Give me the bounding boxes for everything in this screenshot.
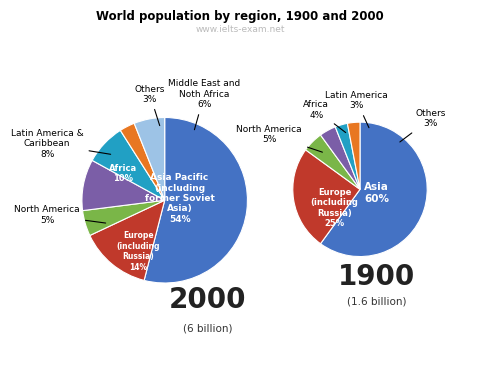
Wedge shape	[293, 150, 360, 244]
Wedge shape	[321, 122, 427, 257]
Text: Latin America
3%: Latin America 3%	[325, 91, 388, 128]
Text: Latin America &
Caribbean
8%: Latin America & Caribbean 8%	[11, 129, 111, 159]
Text: (1.6 billion): (1.6 billion)	[347, 297, 407, 307]
Wedge shape	[90, 200, 165, 280]
Wedge shape	[134, 117, 165, 200]
Text: 2000: 2000	[169, 286, 246, 314]
Wedge shape	[92, 130, 165, 200]
Wedge shape	[321, 127, 360, 190]
Text: Others
3%: Others 3%	[134, 85, 165, 126]
Text: Asia
60%: Asia 60%	[364, 182, 389, 204]
Text: www.ielts-exam.net: www.ielts-exam.net	[195, 25, 285, 34]
Wedge shape	[144, 117, 248, 283]
Wedge shape	[306, 135, 360, 190]
Text: 1900: 1900	[338, 263, 415, 291]
Text: Africa
4%: Africa 4%	[303, 100, 346, 133]
Text: Europe
(including
Russia)
25%: Europe (including Russia) 25%	[311, 188, 359, 228]
Text: Africa
10%: Africa 10%	[109, 164, 137, 183]
Text: Others
3%: Others 3%	[400, 109, 446, 142]
Wedge shape	[335, 123, 360, 190]
Text: Middle East and
Noth Africa
6%: Middle East and Noth Africa 6%	[168, 80, 240, 130]
Text: World population by region, 1900 and 2000: World population by region, 1900 and 200…	[96, 10, 384, 23]
Wedge shape	[120, 123, 165, 200]
Text: Europe
(including
Russia)
14%: Europe (including Russia) 14%	[117, 232, 160, 272]
Text: North America
5%: North America 5%	[237, 124, 323, 152]
Text: (6 billion): (6 billion)	[183, 323, 232, 333]
Wedge shape	[348, 122, 360, 190]
Text: Asia Pacific
(including
former Soviet
Asia)
54%: Asia Pacific (including former Soviet As…	[144, 173, 215, 224]
Text: North America
5%: North America 5%	[14, 206, 106, 225]
Wedge shape	[82, 160, 165, 211]
Wedge shape	[83, 200, 165, 236]
